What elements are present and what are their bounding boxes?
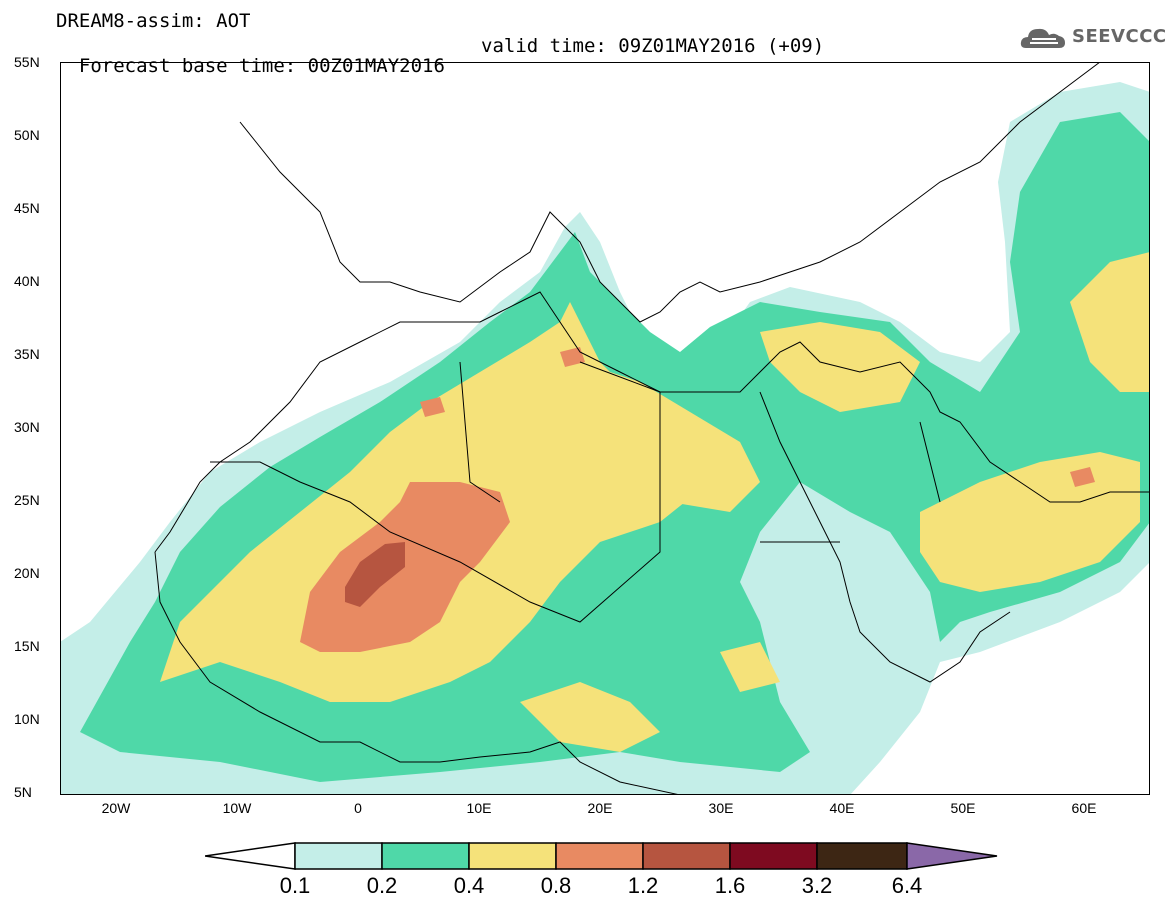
- colorbar-label: 6.4: [891, 873, 923, 898]
- colorbar-label: 0.1: [279, 873, 311, 898]
- colorbar: [205, 842, 998, 870]
- colorbar-seg-7: [816, 842, 908, 870]
- colorbar-seg-2: [381, 842, 470, 870]
- lon-label: 60E: [1071, 800, 1097, 816]
- colorbar-seg-6: [729, 842, 818, 870]
- lat-label: 50N: [14, 127, 40, 143]
- seevccc-logo: SEEVCCC: [1018, 22, 1165, 56]
- logo-text: SEEVCCC: [1072, 26, 1165, 47]
- lat-label: 25N: [14, 492, 40, 508]
- lat-label: 30N: [14, 419, 40, 435]
- aot-map: [60, 62, 1150, 795]
- lon-label: 40E: [829, 800, 855, 816]
- colorbar-label: 1.2: [627, 873, 659, 898]
- lat-label: 10N: [14, 711, 40, 727]
- lon-label: 20E: [587, 800, 613, 816]
- valid-time: valid time: 09Z01MAY2016 (+09): [481, 35, 825, 57]
- colorbar-label: 0.8: [540, 873, 572, 898]
- lon-label: 10E: [466, 800, 492, 816]
- lat-label: 40N: [14, 273, 40, 289]
- aot-band-1.2: [345, 542, 405, 607]
- map-frame: [60, 62, 1150, 795]
- cloud-icon: [1020, 28, 1065, 48]
- forecast-times: Forecast base time: 00Z01MAY2016 valid t…: [56, 36, 824, 96]
- colorbar-label: 1.6: [714, 873, 746, 898]
- lat-label: 5N: [14, 784, 32, 800]
- colorbar-label: 0.2: [366, 873, 398, 898]
- lat-label: 15N: [14, 638, 40, 654]
- lat-label: 20N: [14, 565, 40, 581]
- lat-label: 35N: [14, 346, 40, 362]
- lon-label: 0: [354, 800, 362, 816]
- colorbar-seg-3: [468, 842, 557, 870]
- colorbar-seg-1: [294, 842, 383, 870]
- colorbar-label: 0.4: [453, 873, 485, 898]
- lon-label: 10W: [222, 800, 252, 816]
- map-title: DREAM8-assim: AOT: [56, 10, 251, 32]
- base-time: Forecast base time: 00Z01MAY2016: [78, 55, 445, 77]
- colorbar-seg-5: [642, 842, 731, 870]
- lat-label: 45N: [14, 200, 40, 216]
- colorbar-seg-4: [555, 842, 644, 870]
- colorbar-label: 3.2: [801, 873, 833, 898]
- lat-label: 55N: [14, 54, 40, 70]
- lon-label: 30E: [708, 800, 734, 816]
- coastlines: [154, 62, 1150, 795]
- colorbar-seg-8: [906, 842, 998, 870]
- lon-label: 50E: [950, 800, 976, 816]
- colorbar-seg-0: [205, 842, 296, 870]
- lon-label: 20W: [101, 800, 131, 816]
